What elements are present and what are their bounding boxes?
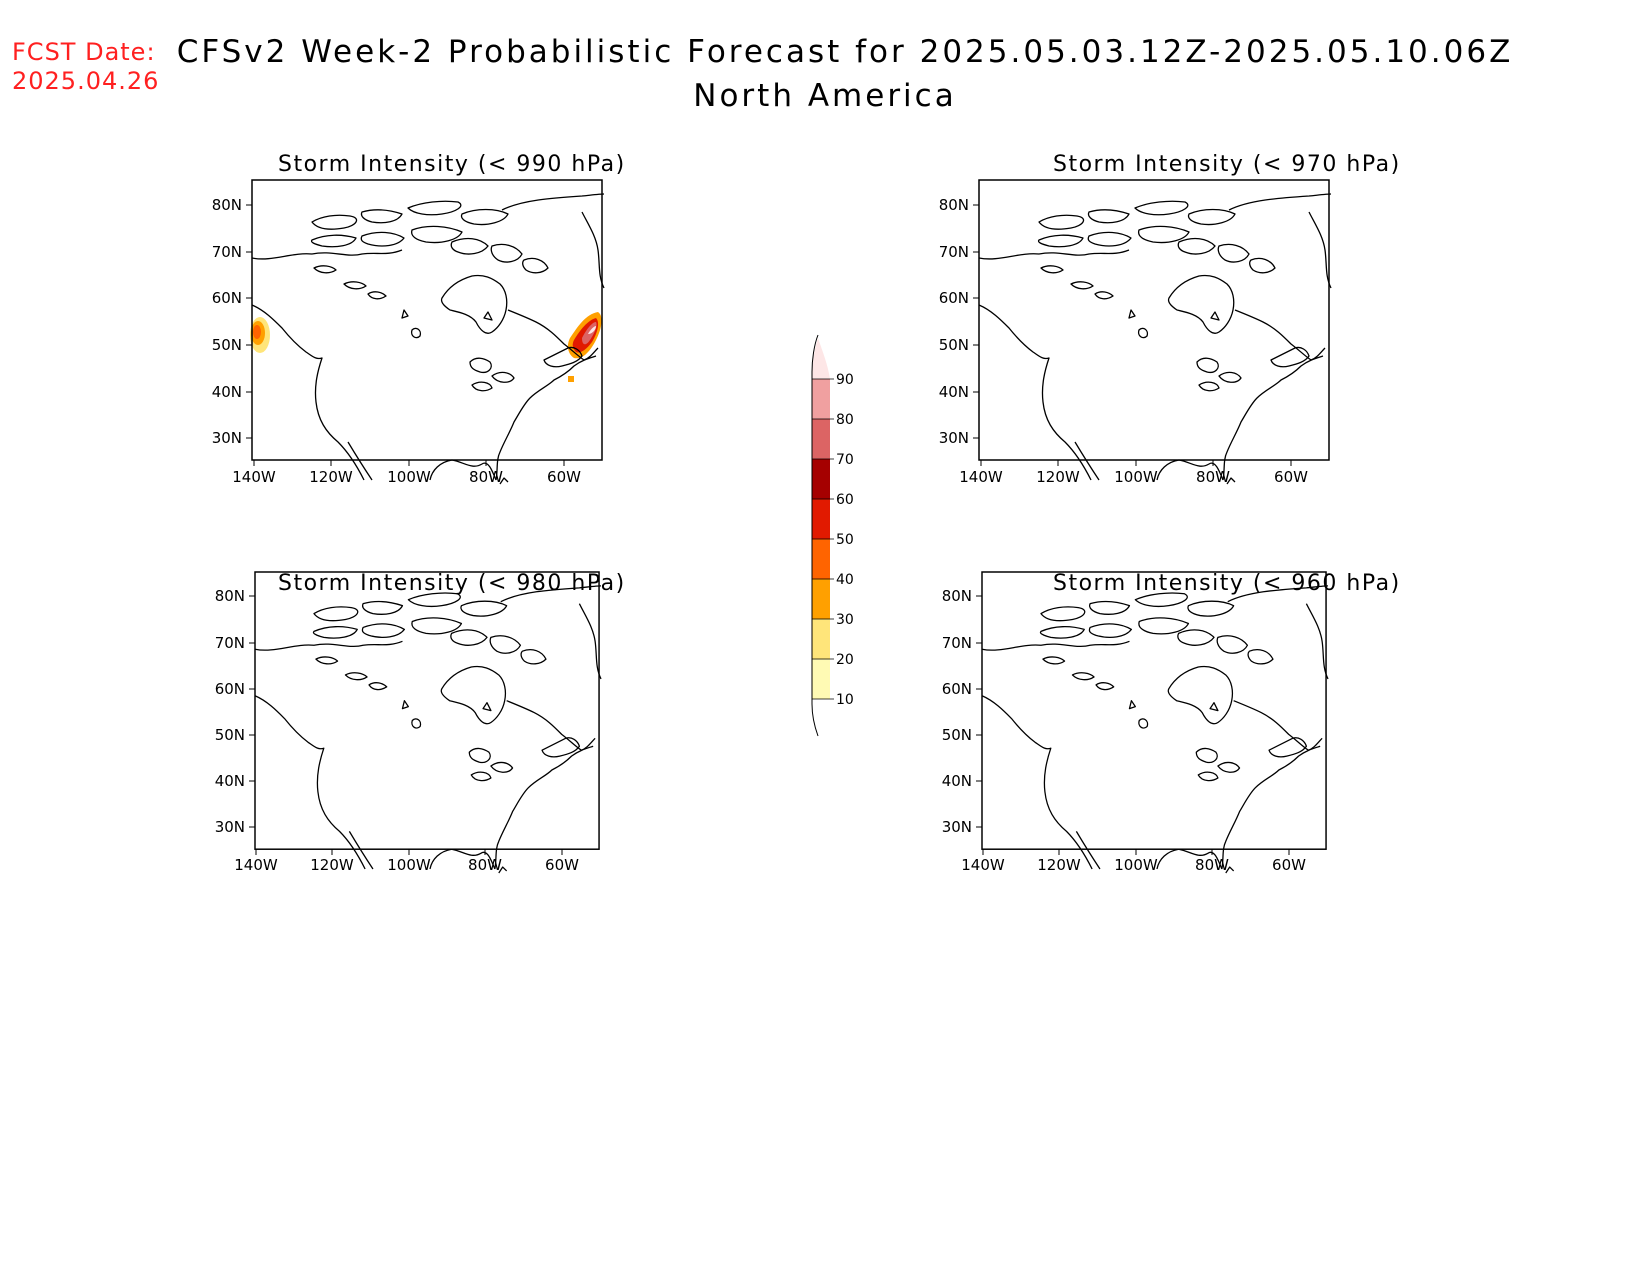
axis-labels-980: 80N 70N 60N 50N 40N 30N 140W 120W 100W 8… [215, 587, 579, 874]
colorbar-label: 10 [836, 692, 854, 708]
map-frame [251, 179, 603, 461]
lon-label: 140W [961, 856, 1005, 874]
lon-label: 80W [1196, 468, 1230, 486]
colorbar-label: 70 [836, 452, 854, 468]
lat-label: 80N [942, 587, 972, 605]
panel-title-960: Storm Intensity (< 960 hPa) [1053, 571, 1401, 596]
map-frame [254, 571, 600, 850]
colorbar-label: 50 [836, 532, 854, 548]
lat-label: 30N [939, 429, 969, 447]
lat-label: 50N [212, 336, 242, 354]
lat-label: 50N [942, 726, 972, 744]
lon-label: 100W [387, 856, 431, 874]
map-panel-960 [981, 571, 1329, 874]
region-subtitle: North America [693, 78, 957, 114]
lat-label: 40N [942, 772, 972, 790]
map-panel-990 [250, 179, 605, 485]
lat-label: 40N [212, 383, 242, 401]
panel-title-990: Storm Intensity (< 990 hPa) [278, 152, 626, 177]
colorbar-label: 20 [836, 652, 854, 668]
panel-title-980: Storm Intensity (< 980 hPa) [278, 571, 626, 596]
axis-labels-970: 80N 70N 60N 50N 40N 30N 140W 120W 100W 8… [939, 196, 1308, 486]
lat-label: 70N [939, 243, 969, 261]
lon-label: 120W [1036, 468, 1080, 486]
main-title: CFSv2 Week-2 Probabilistic Forecast for … [176, 34, 1514, 70]
lon-label: 60W [1272, 856, 1306, 874]
colorbar-swatch [812, 579, 830, 619]
axis-labels-960: 80N 70N 60N 50N 40N 30N 140W 120W 100W 8… [942, 587, 1306, 874]
colorbar-label: 60 [836, 492, 854, 508]
colorbar-label: 40 [836, 572, 854, 588]
lon-label: 80W [468, 856, 502, 874]
colorbar-label: 30 [836, 612, 854, 628]
colorbar-labels: 90 80 70 60 50 40 30 20 10 [836, 372, 854, 708]
lat-label: 70N [215, 634, 245, 652]
colorbar-swatch [812, 499, 830, 539]
colorbar-swatch [812, 419, 830, 459]
colorbar: 90 80 70 60 50 40 30 20 10 [811, 334, 854, 737]
colorbar-swatch [812, 659, 830, 699]
lat-label: 60N [212, 289, 242, 307]
lon-label: 100W [1114, 856, 1158, 874]
lon-label: 80W [1195, 856, 1229, 874]
lat-label: 60N [939, 289, 969, 307]
fcst-date-label: FCST Date: [12, 38, 156, 66]
colorbar-swatch [812, 459, 830, 499]
lon-label: 80W [469, 468, 503, 486]
lat-label: 30N [212, 429, 242, 447]
lon-label: 140W [234, 856, 278, 874]
colorbar-swatch [812, 338, 830, 379]
colorbar-swatches [812, 338, 834, 700]
lat-label: 50N [215, 726, 245, 744]
lon-label: 60W [1274, 468, 1308, 486]
lat-label: 80N [939, 196, 969, 214]
axis-labels-990: 80N 70N 60N 50N 40N 30N 140W 120W 100W 8… [212, 196, 581, 486]
forecast-date-block: FCST Date: 2025.04.26 [12, 38, 159, 96]
lat-label: 30N [942, 818, 972, 836]
map-frame [981, 571, 1327, 850]
lat-label: 80N [215, 587, 245, 605]
map-frame [978, 179, 1330, 461]
lon-label: 100W [1114, 468, 1158, 486]
lat-label: 80N [212, 196, 242, 214]
lat-label: 60N [215, 680, 245, 698]
lon-label: 120W [309, 468, 353, 486]
lon-label: 120W [1037, 856, 1081, 874]
colorbar-label: 80 [836, 412, 854, 428]
storm-probability-shading [250, 312, 602, 382]
lon-label: 60W [545, 856, 579, 874]
lon-label: 140W [959, 468, 1003, 486]
lat-label: 40N [939, 383, 969, 401]
map-panel-970 [978, 179, 1332, 485]
lon-label: 100W [387, 468, 431, 486]
lat-label: 70N [942, 634, 972, 652]
lon-label: 140W [232, 468, 276, 486]
colorbar-label: 90 [836, 372, 854, 388]
lat-label: 40N [215, 772, 245, 790]
fcst-date-value: 2025.04.26 [12, 67, 160, 95]
panel-title-970: Storm Intensity (< 970 hPa) [1053, 152, 1401, 177]
lat-label: 30N [215, 818, 245, 836]
lat-label: 70N [212, 243, 242, 261]
lat-label: 60N [942, 680, 972, 698]
colorbar-swatch [812, 379, 830, 419]
colorbar-swatch [812, 619, 830, 659]
lat-label: 50N [939, 336, 969, 354]
lon-label: 120W [310, 856, 354, 874]
colorbar-swatch [812, 539, 830, 579]
lon-label: 60W [547, 468, 581, 486]
map-panel-980 [254, 571, 602, 874]
axis-ticks [246, 204, 1292, 855]
